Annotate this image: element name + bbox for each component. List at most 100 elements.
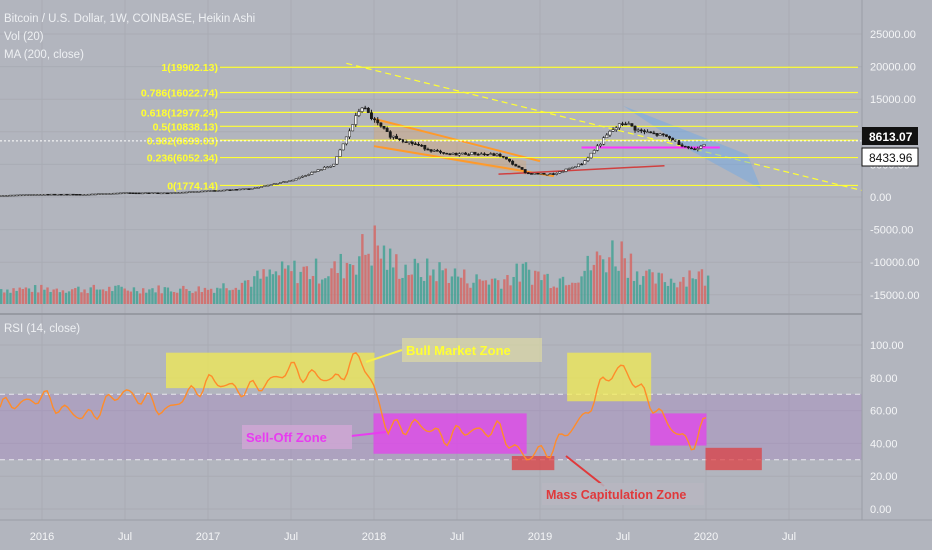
volume-bar	[642, 276, 645, 304]
candle-body	[97, 193, 100, 195]
candle-body	[592, 150, 596, 154]
volume-bar	[345, 262, 349, 304]
volume-bar	[317, 283, 321, 304]
candle-body	[235, 189, 238, 191]
volume-bar	[271, 274, 275, 304]
rsi-axis[interactable]: 100.00 80.00 60.00 40.00 20.00 0.00	[870, 340, 904, 516]
volume-bar	[321, 279, 324, 304]
volume-bar	[395, 254, 398, 304]
candle-body	[238, 188, 242, 191]
volume-bar	[605, 272, 608, 304]
candle-body	[567, 168, 571, 170]
candle-body	[0, 195, 3, 197]
candle-body	[332, 163, 336, 167]
volume-bar	[15, 290, 18, 304]
candle-body	[203, 190, 207, 193]
volume-bar	[151, 288, 154, 304]
downtrend-channel	[374, 118, 527, 175]
volume-bar	[530, 284, 534, 304]
time-tick: Jul	[118, 531, 132, 543]
volume-bar	[0, 289, 3, 304]
candle-body	[225, 189, 229, 191]
volume-bar	[117, 285, 120, 304]
volume-bar	[169, 291, 173, 304]
volume-bar	[58, 292, 62, 304]
volume-bar	[268, 269, 271, 304]
volume-bar	[138, 293, 142, 304]
capitulation-zone-callout: Mass Capitulation Zone	[542, 455, 704, 505]
price-tick: 20000.00	[870, 62, 916, 74]
volume-bar	[86, 293, 89, 304]
volume-bar	[426, 258, 429, 304]
candle-body	[6, 195, 9, 197]
candle-body	[476, 154, 480, 156]
candle-body	[150, 192, 154, 194]
volume-bar	[18, 287, 21, 304]
candle-body	[335, 156, 339, 165]
candle-body	[558, 171, 562, 174]
candle-body	[275, 183, 279, 185]
volume-bar	[336, 273, 339, 304]
price-tick: -15000.00	[870, 290, 920, 302]
volume-bar	[327, 276, 330, 304]
selloff-zone-callout: Sell-Off Zone	[242, 425, 387, 449]
candle-body	[395, 135, 399, 139]
candle-body	[341, 143, 345, 151]
candle-body	[439, 150, 442, 153]
time-axis[interactable]: 2016 Jul 2017 Jul 2018 Jul 2019 Jul 2020 Jul	[30, 531, 796, 543]
candle-body	[27, 194, 31, 196]
candle-body	[21, 194, 25, 197]
volume-bar	[527, 269, 531, 304]
fib-label: 0.236(6052.34)	[147, 153, 218, 165]
rsi-path	[0, 351, 707, 461]
candle-body	[357, 111, 361, 116]
candle-body	[319, 169, 323, 171]
rsi-legend[interactable]: RSI (14, close)	[4, 323, 80, 335]
volume-bar	[635, 271, 639, 304]
candle-body	[370, 112, 373, 120]
candle-body	[561, 171, 565, 173]
volume-bar	[620, 241, 623, 304]
candle-body	[162, 192, 166, 195]
volume-bar	[246, 280, 250, 304]
volume-bar	[611, 240, 614, 304]
candle-body	[115, 192, 119, 195]
volume-bar	[222, 283, 225, 304]
volume-bar	[632, 280, 636, 304]
volume-bar	[265, 276, 268, 304]
volume-bar	[52, 289, 55, 304]
candle-body	[658, 133, 662, 136]
time-tick: Jul	[284, 531, 298, 543]
candle-body	[53, 193, 56, 196]
candle-body	[18, 194, 22, 197]
volume-bar	[342, 278, 346, 304]
volume-bar	[213, 292, 216, 304]
candle-body	[492, 153, 496, 156]
volume-bar	[623, 258, 626, 304]
ma-legend[interactable]: MA (200, close)	[4, 49, 84, 61]
candle-body	[564, 168, 568, 172]
volume-bar	[123, 288, 126, 304]
candle-body	[423, 144, 427, 150]
selloff-zone-box	[650, 413, 707, 446]
volume-bar	[651, 272, 654, 304]
volume-bar	[682, 277, 685, 304]
volume-bar	[413, 258, 417, 304]
candle-body	[241, 188, 245, 191]
selloff-zone-label: Sell-Off Zone	[246, 430, 327, 445]
volume-bar	[561, 276, 565, 304]
candle-body	[407, 141, 411, 143]
candle-body	[398, 138, 402, 141]
volume-bar	[456, 276, 460, 304]
ma-value: 8433.96	[869, 151, 913, 165]
candle-body	[159, 192, 163, 195]
candle-body	[181, 191, 185, 194]
candle-body	[134, 192, 138, 195]
volume-bar	[614, 266, 617, 304]
volume-bar	[234, 287, 238, 304]
volume-bar	[12, 288, 15, 304]
volume-bar	[558, 278, 562, 304]
volume-bar	[691, 278, 694, 304]
candle-body	[93, 193, 97, 196]
vol-legend[interactable]: Vol (20)	[4, 31, 44, 43]
